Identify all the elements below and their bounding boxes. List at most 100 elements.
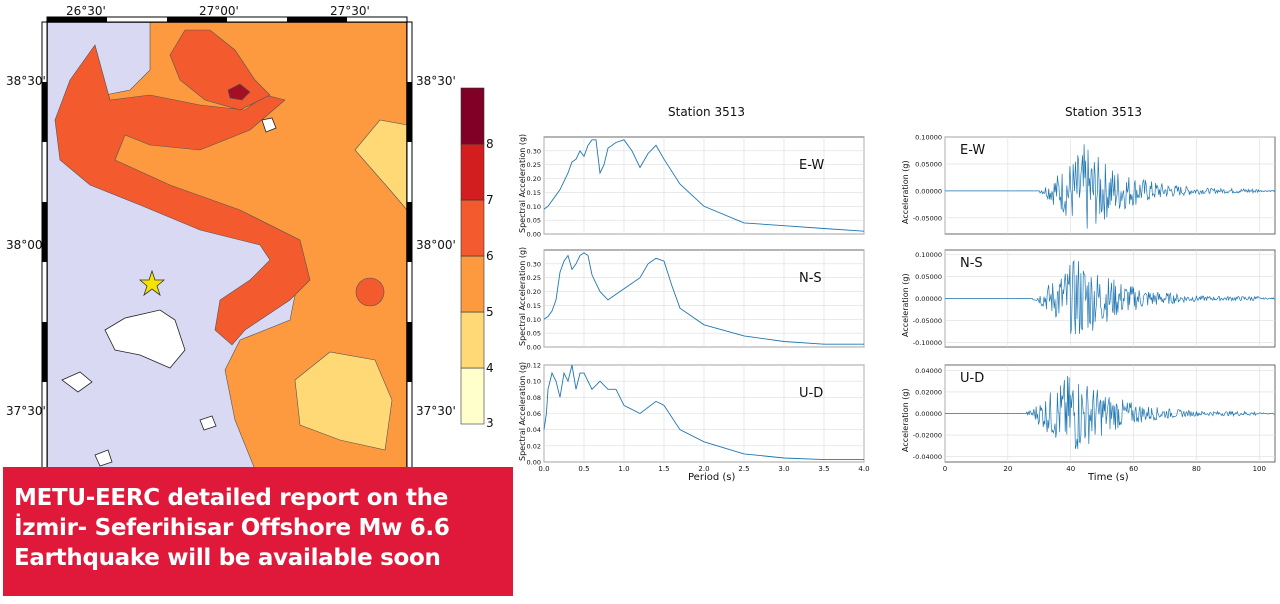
timeseries-plot: 0 20 40 60 80 100 -0.04000 -0.02000 0.00000 0.020… — [913, 364, 1276, 473]
timeseries-panel: 0 20 40 60 80 100 -0.04000 -0.02000 0.00000 0.020… — [905, 360, 1277, 473]
x-tick-label: 2.0 — [698, 465, 709, 473]
component-label: N-S — [960, 256, 983, 271]
timeseries-plot: -0.05000 0.00000 0.05000 0.10000 — [913, 134, 1276, 235]
component-label: E-W — [799, 158, 825, 173]
timeseries-plot: -0.10000 -0.05000 0.00000 0.05000 0.10000 — [913, 249, 1276, 348]
timeseries-ylabel: Acceleration (g) — [901, 388, 910, 452]
y-tick-label: 0.00000 — [915, 187, 942, 195]
x-tick-label: 40 — [1066, 465, 1075, 473]
colorbar-swatch — [460, 367, 485, 425]
map-border-ticks — [41, 16, 413, 483]
colorbar — [460, 87, 485, 425]
intensity-map: 26°30' 27°00' 27°30' 38°30' 38°00' 37°30… — [0, 0, 515, 600]
y-tick-label: 0.25 — [527, 161, 541, 169]
y-tick-label: 0.02000 — [915, 388, 942, 396]
x-tick-label: 60 — [1129, 465, 1138, 473]
lon-tick-label: 26°30' — [66, 4, 106, 18]
spectrum-plot: 0.0 0.5 1.0 1.5 2.0 2.5 3.0 3.5 4.0 0.00 0.02 0.04 0… — [527, 362, 870, 474]
x-tick-label: 80 — [1192, 465, 1201, 473]
component-label: N-S — [799, 271, 822, 286]
spectra-title: Station 3513 — [668, 105, 746, 119]
colorbar-swatch — [460, 255, 485, 313]
map-contour-circle — [355, 277, 385, 307]
x-tick-label: 0.5 — [578, 465, 589, 473]
y-tick-label: 0.08 — [527, 394, 541, 402]
y-tick-label: -0.05000 — [913, 317, 942, 325]
x-tick-label: 0.0 — [538, 465, 549, 473]
spectrum-panel: 0.00 0.05 0.10 0.15 0.20 0.25 0.30 — [514, 245, 874, 357]
x-tick-label: 100 — [1253, 465, 1266, 473]
colorbar-label: 8 — [486, 137, 494, 151]
lat-tick-label: 38°00' — [6, 238, 46, 252]
x-tick-label: 1.0 — [618, 465, 629, 473]
y-tick-label: 0.00000 — [915, 410, 942, 418]
map-land-yellow-south — [294, 351, 393, 451]
colorbar-swatch — [460, 311, 485, 369]
y-tick-label: -0.02000 — [913, 432, 942, 440]
lon-tick-label: 27°00' — [199, 4, 239, 18]
acceleration-trace — [945, 375, 1275, 449]
y-tick-label: 0.05000 — [915, 160, 942, 168]
map-land-dark-red — [227, 83, 251, 101]
x-tick-label: 0 — [943, 465, 947, 473]
component-label: E-W — [960, 143, 986, 158]
x-tick-label: 20 — [1003, 465, 1012, 473]
y-tick-label: -0.10000 — [913, 339, 942, 347]
spectrum-plot: 0.00 0.05 0.10 0.15 0.20 0.25 0.30 — [527, 136, 865, 239]
y-tick-label: 0.00 — [527, 459, 541, 467]
y-tick-label: 0.00000 — [915, 295, 942, 303]
y-tick-label: 0.05 — [527, 330, 541, 338]
colorbar-label: 7 — [486, 193, 494, 207]
map-island-samos — [104, 309, 186, 369]
y-tick-label: 0.10000 — [915, 251, 942, 259]
plot-frame — [944, 136, 1276, 235]
colorbar-swatch — [460, 143, 485, 201]
y-tick-label: 0.20 — [527, 175, 541, 183]
x-tick-label: 1.5 — [658, 465, 669, 473]
y-tick-label: 0.15 — [527, 189, 541, 197]
announcement-banner[interactable]: METU-EERC detailed report on the İzmir- … — [3, 467, 513, 596]
spectrum-line — [543, 364, 864, 461]
y-tick-label: 0.02 — [527, 442, 541, 450]
lat-tick-label: 37°30' — [416, 404, 456, 418]
x-tick-label: 4.0 — [858, 465, 869, 473]
colorbar-label: 6 — [486, 249, 494, 263]
acceleration-trace — [945, 144, 1276, 229]
y-tick-label: -0.04000 — [913, 453, 942, 461]
spectra-ylabel: Spectral Acceleration (g) — [518, 246, 527, 346]
x-tick-label: 3.0 — [778, 465, 789, 473]
colorbar-swatch — [460, 87, 485, 145]
spectra-ylabel: Spectral Acceleration (g) — [518, 133, 527, 233]
spectrum-plot: 0.00 0.05 0.10 0.15 0.20 0.25 0.30 — [527, 249, 865, 352]
spectra-xlabel: Period (s) — [688, 472, 736, 483]
y-tick-label: 0.10 — [527, 378, 541, 386]
y-tick-label: -0.05000 — [913, 214, 942, 222]
y-tick-label: 0.30 — [527, 147, 541, 155]
colorbar-label: 3 — [486, 416, 494, 430]
lat-tick-label: 38°00' — [416, 238, 456, 252]
timeseries-ylabel: Acceleration (g) — [901, 273, 910, 337]
y-tick-label: 0.25 — [527, 274, 541, 282]
y-tick-label: 0.12 — [527, 362, 541, 370]
component-label: U-D — [960, 371, 985, 386]
spectrum-panel: 0.0 0.5 1.0 1.5 2.0 2.5 3.0 3.5 4.0 0.00 0.02 0.04 0… — [514, 360, 874, 474]
map-islet — [261, 117, 277, 133]
map-land-red-orange — [54, 44, 311, 346]
y-tick-label: 0.20 — [527, 288, 541, 296]
y-tick-label: 0.05000 — [915, 273, 942, 281]
spectrum-line — [543, 252, 864, 345]
y-tick-label: 0.06 — [527, 410, 541, 418]
timeseries-panel: -0.10000 -0.05000 0.00000 0.05000 0.10000 — [905, 245, 1277, 357]
y-tick-label: 0.30 — [527, 260, 541, 268]
star-icon — [138, 269, 166, 297]
lat-tick-label: 37°30' — [6, 404, 46, 418]
timeseries-title: Station 3513 — [1065, 105, 1143, 119]
y-tick-label: 0.00 — [527, 231, 541, 239]
y-tick-label: 0.15 — [527, 302, 541, 310]
y-tick-label: 0.10 — [527, 203, 541, 211]
y-tick-label: 0.10 — [527, 316, 541, 324]
map-islet — [61, 371, 93, 393]
colorbar-label: 4 — [486, 361, 494, 375]
lon-tick-label: 27°30' — [330, 4, 370, 18]
colorbar-swatch — [460, 199, 485, 257]
